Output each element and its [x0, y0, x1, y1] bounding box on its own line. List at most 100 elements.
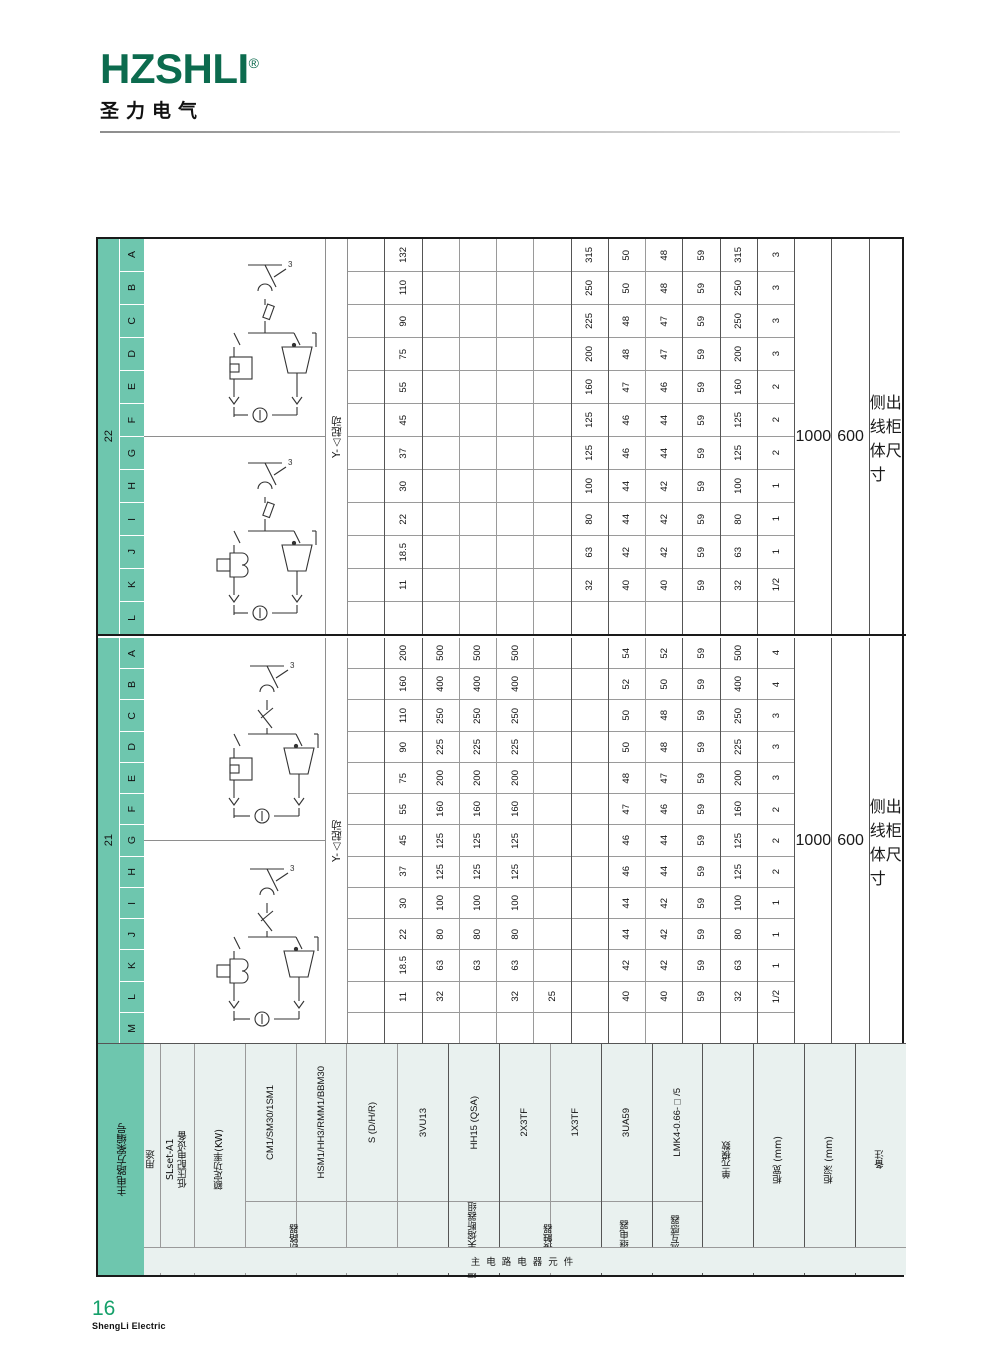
- cell-value: 80: [509, 928, 521, 940]
- data-cell-c1x3tf: 48: [646, 272, 683, 305]
- cell-value: 75: [397, 348, 409, 360]
- data-cell-cm1: [422, 503, 459, 536]
- data-cell-ua59: 59: [683, 503, 720, 536]
- data-cell-rated_power: 18.5: [385, 536, 422, 569]
- cell-value: 52: [621, 679, 633, 690]
- data-cell-c1x3tf: 47: [646, 338, 683, 371]
- data-cell-c2x3tf: 50: [608, 731, 646, 763]
- data-cell-usage: [348, 437, 385, 470]
- row-label-item-text: HH15 (QSA): [468, 1095, 480, 1150]
- data-cell-ua59: 59: [683, 919, 720, 951]
- data-cell-usage: [348, 404, 385, 437]
- data-cell-hh15: [571, 887, 608, 920]
- column-letter-i: I: [120, 888, 144, 920]
- data-cell-rated_power: 110: [385, 700, 422, 732]
- data-cell-hh15: [571, 1012, 608, 1044]
- cell-value: 45: [397, 835, 409, 846]
- cell-value: 37: [397, 866, 409, 878]
- data-cell-cm1: 160: [422, 794, 459, 826]
- data-cell-usage: [348, 856, 385, 888]
- data-cell-hsm1: 125: [459, 825, 497, 857]
- data-cell-modulus: 3: [757, 305, 795, 338]
- data-cell-modulus: 4: [757, 669, 795, 701]
- data-cell-cm1: [422, 602, 459, 634]
- data-column-c2x3tf: 50 50 48 48 47 46 46 44 44 42 40: [608, 239, 647, 634]
- data-cell-vu13: [534, 470, 571, 503]
- data-column-ua59: 59 59 59 59 59 59 59 59 59 59 59 59: [683, 638, 721, 1044]
- cell-value: 42: [658, 960, 670, 971]
- data-cell-ua59: 59: [683, 305, 720, 338]
- cell-value: 225: [435, 738, 447, 755]
- data-cell-lmk4: [720, 602, 757, 634]
- cell-value: 90: [397, 741, 409, 753]
- data-cell-s_dhr: [497, 239, 534, 272]
- column-letter-e: E: [120, 763, 144, 795]
- cell-value: 3: [770, 351, 782, 357]
- data-column-depth: 600: [832, 638, 870, 1043]
- data-cell-vu13: [534, 700, 571, 732]
- data-cell-modulus: 1: [757, 536, 795, 569]
- circuit-diagram-fuse-contactor-icon: 3: [228, 260, 317, 423]
- cell-value: 42: [658, 513, 670, 525]
- data-cell-usage: [348, 887, 385, 920]
- logo-text: HZSHLI: [100, 45, 249, 92]
- cell-value: 59: [696, 866, 708, 878]
- data-cell-lmk4: 32: [720, 569, 757, 602]
- cell-value: 225: [584, 313, 596, 329]
- cell-value: 48: [658, 710, 670, 721]
- data-cell-hh15: 100: [571, 470, 608, 503]
- data-cell-c2x3tf: 46: [608, 437, 646, 470]
- column-letter-d: D: [120, 732, 144, 763]
- data-cell-c2x3tf: 40: [608, 981, 646, 1013]
- cell-value: 160: [733, 379, 745, 395]
- cell-value: 42: [658, 546, 670, 558]
- data-cell-hh15: 200: [571, 338, 608, 371]
- cell-value: 3: [770, 744, 782, 750]
- data-cell-vu13: [534, 503, 571, 536]
- column-letter-text: F: [126, 416, 138, 424]
- data-cell-hsm1: 80: [459, 919, 497, 951]
- cell-value: 46: [658, 381, 670, 393]
- data-column-hsm1: [459, 239, 498, 634]
- data-cell-s_dhr: [497, 371, 534, 404]
- data-cell-depth: 600: [837, 831, 864, 849]
- usage-header: 用途: [144, 1044, 161, 1275]
- cell-value: 200: [584, 346, 596, 362]
- data-cell-ua59: 59: [683, 638, 720, 670]
- column-letter-text: I: [126, 901, 138, 905]
- data-cell-lmk4: 100: [720, 887, 757, 920]
- column-letter-a: A: [120, 239, 144, 272]
- row-label-breaker-hsm1: HSM1/HH3/RMM1/BBM30: [296, 1044, 348, 1275]
- data-cell-cm1: [422, 569, 459, 602]
- data-cell-usage: [348, 569, 385, 602]
- cell-value: 250: [733, 280, 745, 296]
- data-cell-cm1: 400: [422, 669, 459, 701]
- data-cell-hh15: 32: [571, 569, 608, 602]
- column-letter-text: A: [126, 649, 138, 657]
- row-label-group: 接触器: [500, 1201, 555, 1275]
- data-cell-cm1: [422, 272, 459, 305]
- data-cell-usage: [348, 762, 385, 795]
- data-cell-hsm1: [459, 1012, 497, 1044]
- row-label-cabinet-depth: 柜深 (mm): [805, 1044, 857, 1275]
- cell-value: 59: [696, 772, 708, 784]
- data-cell-hsm1: 63: [459, 950, 497, 982]
- cell-value: 160: [435, 801, 447, 818]
- row-label-group: [550, 1201, 601, 1275]
- data-cell-s_dhr: 125: [497, 856, 534, 888]
- cell-value: 2: [770, 806, 782, 812]
- cell-value: 4: [770, 650, 782, 656]
- data-cell-rated_power: 22: [385, 503, 422, 536]
- data-cell-c1x3tf: 42: [646, 919, 683, 951]
- column-letter-text: K: [126, 961, 138, 969]
- main-circuit-elements-label: 主电路电器元件: [144, 1247, 906, 1273]
- data-cell-modulus: 1: [757, 470, 795, 503]
- data-cell-c2x3tf: 42: [608, 950, 646, 982]
- data-cell-lmk4: 125: [720, 437, 757, 470]
- data-cell-c1x3tf: 42: [646, 470, 683, 503]
- cell-value: 1: [770, 483, 782, 489]
- usage-value: SLset-A1 低压配电设备: [161, 1044, 194, 1275]
- cell-value: 59: [696, 447, 708, 459]
- column-letter-g: G: [120, 825, 144, 857]
- data-cell-ua59: 59: [683, 887, 720, 920]
